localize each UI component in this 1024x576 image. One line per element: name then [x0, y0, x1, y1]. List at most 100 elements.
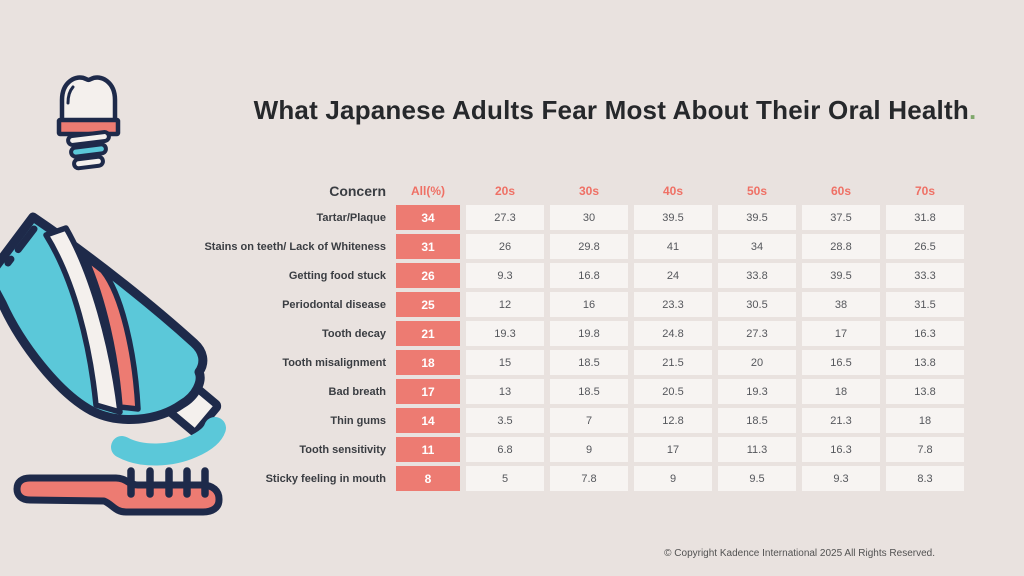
all-percent-value: 8 — [396, 466, 460, 491]
tooth-crown — [59, 75, 118, 125]
value-cell: 21.3 — [802, 408, 880, 433]
value-cell: 28.8 — [802, 234, 880, 259]
value-cell: 3.5 — [466, 408, 544, 433]
all-percent-value: 11 — [396, 437, 460, 462]
value-cell: 7.8 — [886, 437, 964, 462]
value-cell: 29.8 — [550, 234, 628, 259]
page-title: What Japanese Adults Fear Most About The… — [205, 95, 1024, 126]
column-header-70s: 70s — [914, 184, 936, 198]
all-percent-value: 25 — [396, 292, 460, 317]
copyright: © Copyright Kadence International 2025 A… — [664, 548, 935, 559]
value-cell: 13.8 — [886, 350, 964, 375]
row-label-tooth-decay: Tooth decay — [322, 327, 386, 340]
value-cell: 34 — [718, 234, 796, 259]
value-cell: 41 — [634, 234, 712, 259]
value-cell: 24 — [634, 263, 712, 288]
value-cell: 7 — [550, 408, 628, 433]
value-cell: 33.8 — [718, 263, 796, 288]
column-header-30s: 30s — [578, 184, 600, 198]
value-cell: 37.5 — [802, 205, 880, 230]
value-cell: 38 — [802, 292, 880, 317]
crown-highlight — [66, 85, 75, 105]
implant-screw — [66, 130, 111, 171]
row-label-tartar-plaque: Tartar/Plaque — [316, 211, 387, 224]
value-cell: 20.5 — [634, 379, 712, 404]
value-cell: 16.3 — [802, 437, 880, 462]
column-header-60s: 60s — [830, 184, 852, 198]
value-cell: 11.3 — [718, 437, 796, 462]
row-label-sticky-mouth: Sticky feeling in mouth — [265, 472, 386, 485]
dental-implant-svg — [56, 75, 121, 171]
value-cell: 12.8 — [634, 408, 712, 433]
value-cell: 9.3 — [466, 263, 544, 288]
all-percent-value: 31 — [396, 234, 460, 259]
page-title-text: What Japanese Adults Fear Most About The… — [253, 95, 969, 125]
value-cell: 17 — [802, 321, 880, 346]
value-cell: 7.8 — [550, 466, 628, 491]
value-cell: 13.8 — [886, 379, 964, 404]
value-cell: 16.8 — [550, 263, 628, 288]
value-cell: 5 — [466, 466, 544, 491]
implant-red-band — [56, 117, 121, 137]
value-cell: 31.5 — [886, 292, 964, 317]
value-cell: 20 — [718, 350, 796, 375]
value-cell: 16 — [550, 292, 628, 317]
value-cell: 18.5 — [550, 379, 628, 404]
paste-squiggle — [111, 417, 226, 466]
value-cell: 16.5 — [802, 350, 880, 375]
value-cell: 9 — [634, 466, 712, 491]
row-label-periodontal: Periodontal disease — [282, 298, 386, 311]
row-label-misalignment: Tooth misalignment — [282, 356, 386, 369]
value-cell: 9.5 — [718, 466, 796, 491]
value-cell: 39.5 — [718, 205, 796, 230]
all-percent-value: 21 — [396, 321, 460, 346]
value-cell: 30.5 — [718, 292, 796, 317]
value-cell: 23.3 — [634, 292, 712, 317]
value-cell: 15 — [466, 350, 544, 375]
all-percent-value: 34 — [396, 205, 460, 230]
data-table: Concern All(%) 20s 30s 40s 50s 60s 70s T… — [204, 181, 964, 491]
value-cell: 13 — [466, 379, 544, 404]
value-cell: 8.3 — [886, 466, 964, 491]
value-cell: 19.3 — [466, 321, 544, 346]
value-cell: 24.8 — [634, 321, 712, 346]
tube-white-stripe — [43, 225, 123, 415]
value-cell: 33.3 — [886, 263, 964, 288]
value-cell: 18 — [886, 408, 964, 433]
toothpaste-svg — [0, 212, 226, 516]
value-cell: 18 — [802, 379, 880, 404]
value-cell: 21.5 — [634, 350, 712, 375]
row-label-thin-gums: Thin gums — [330, 414, 386, 427]
row-label-stains: Stains on teeth/ Lack of Whiteness — [204, 240, 386, 253]
dental-implant-icon — [44, 70, 132, 179]
column-header-concern: Concern — [329, 183, 386, 199]
value-cell: 19.3 — [718, 379, 796, 404]
toothpaste-toothbrush-illustration — [0, 195, 250, 545]
all-percent-value: 26 — [396, 263, 460, 288]
value-cell: 18.5 — [550, 350, 628, 375]
all-percent-value: 17 — [396, 379, 460, 404]
value-cell: 39.5 — [802, 263, 880, 288]
value-cell: 9 — [550, 437, 628, 462]
row-label-food-stuck: Getting food stuck — [288, 269, 386, 282]
value-cell: 12 — [466, 292, 544, 317]
column-header-all: All(%) — [411, 184, 445, 198]
value-cell: 26 — [466, 234, 544, 259]
value-cell: 6.8 — [466, 437, 544, 462]
value-cell: 27.3 — [718, 321, 796, 346]
toothbrush-bristles — [127, 467, 209, 498]
row-label-sensitivity: Tooth sensitivity — [299, 443, 386, 456]
title-accent-period: . — [968, 95, 977, 125]
column-header-50s: 50s — [746, 184, 768, 198]
value-cell: 9.3 — [802, 466, 880, 491]
column-header-40s: 40s — [662, 184, 684, 198]
value-cell: 39.5 — [634, 205, 712, 230]
value-cell: 18.5 — [718, 408, 796, 433]
tube-red-stripe — [82, 254, 141, 412]
column-header-20s: 20s — [494, 184, 516, 198]
value-cell: 19.8 — [550, 321, 628, 346]
value-cell: 26.5 — [886, 234, 964, 259]
row-label-bad-breath: Bad breath — [328, 385, 386, 398]
tube-crimp-line — [4, 225, 38, 267]
value-cell: 27.3 — [466, 205, 544, 230]
